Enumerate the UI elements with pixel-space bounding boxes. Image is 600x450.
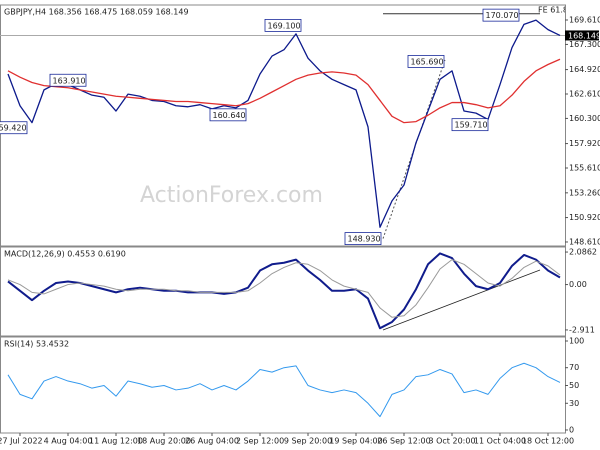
price-annotation: 165.690: [411, 57, 444, 66]
last-price-label: 168.149: [568, 31, 600, 40]
y-tick-label: 157.920: [569, 139, 600, 148]
x-tick-label: 4 Aug 04:00: [44, 437, 93, 446]
panel-title: MACD(12,26,9) 0.4553 0.6190: [4, 250, 126, 259]
panel-frame: [0, 336, 566, 434]
price-annotation-box: [264, 19, 302, 32]
trend-line: [382, 269, 541, 331]
y-tick-label: 150.920: [569, 213, 600, 222]
y-tick-label: -2.911: [569, 325, 595, 334]
y-tick-label: 148.610: [569, 237, 600, 246]
price-annotation-box: [451, 118, 489, 132]
panel-title: RSI(14) 53.4532: [4, 340, 69, 349]
y-tick-label: 169.610: [569, 16, 600, 25]
y-tick-label: 164.920: [569, 65, 600, 74]
panel-frame: [0, 246, 566, 337]
price-annotation-box: [344, 232, 382, 246]
price-annotation-box: [407, 55, 445, 68]
x-tick-label: 9 Sep 20:00: [284, 437, 332, 446]
price-annotation: 160.640: [213, 111, 246, 120]
price-annotation: 163.910: [53, 76, 86, 85]
price-annotation: 170.070: [486, 11, 519, 20]
y-tick-label: 0: [569, 425, 574, 434]
x-tick-label: 11 Aug 12:00: [89, 437, 143, 446]
y-tick-label: 162.610: [569, 90, 600, 99]
y-tick-label: 153.260: [569, 188, 600, 197]
x-tick-label: 2 Sep 12:00: [236, 437, 284, 446]
y-tick-label: 30: [569, 399, 579, 408]
price-annotation: 159.710: [455, 121, 488, 130]
price-annotation: 159.420: [0, 124, 27, 133]
fib-line: [382, 59, 446, 239]
y-tick-label: 0.00: [569, 280, 587, 289]
x-tick-label: 26 Aug 04:00: [185, 437, 239, 446]
x-tick-label: 11 Oct 04:00: [474, 437, 526, 446]
y-tick-label: 160.300: [569, 114, 600, 123]
series-line: [7, 252, 561, 330]
y-tick-label: 155.610: [569, 163, 600, 172]
last-price-tag: [565, 30, 599, 41]
price-annotation: 169.100: [268, 21, 301, 30]
y-tick-label: 167.300: [569, 40, 600, 49]
x-tick-label: 18 Aug 20:00: [137, 437, 191, 446]
panel-title: GBPJPY,H4 168.356 168.475 168.059 168.14…: [4, 8, 189, 17]
price-annotation-box: [0, 121, 28, 135]
x-tick-label: 18 Oct 12:00: [522, 437, 574, 446]
watermark: ActionForex.com: [140, 183, 323, 208]
price-annotation-box: [482, 8, 520, 22]
price-annotation-box: [49, 73, 87, 87]
y-tick-label: 50: [569, 381, 579, 390]
price-plot: ActionForex.com FE 61.8 169.100 163.910 160.…: [0, 5, 568, 246]
series-line: [7, 362, 561, 418]
x-tick-label: 26 Sep 12:00: [377, 437, 430, 446]
series-line: [7, 58, 561, 124]
y-tick-label: 70: [569, 363, 579, 372]
x-tick-label: 19 Sep 04:00: [329, 437, 382, 446]
series-line: [7, 19, 561, 228]
series-line: [7, 259, 561, 318]
price-annotation: 148.930: [348, 235, 381, 244]
y-tick-label: 100: [569, 337, 584, 346]
fe-label: FE 61.8: [538, 5, 568, 14]
y-tick-label: 2.0862: [569, 248, 597, 257]
x-tick-label: 27 Jul 2022: [0, 437, 43, 446]
x-tick-label: 3 Oct 20:00: [428, 437, 475, 446]
price-annotation-box: [209, 108, 247, 122]
